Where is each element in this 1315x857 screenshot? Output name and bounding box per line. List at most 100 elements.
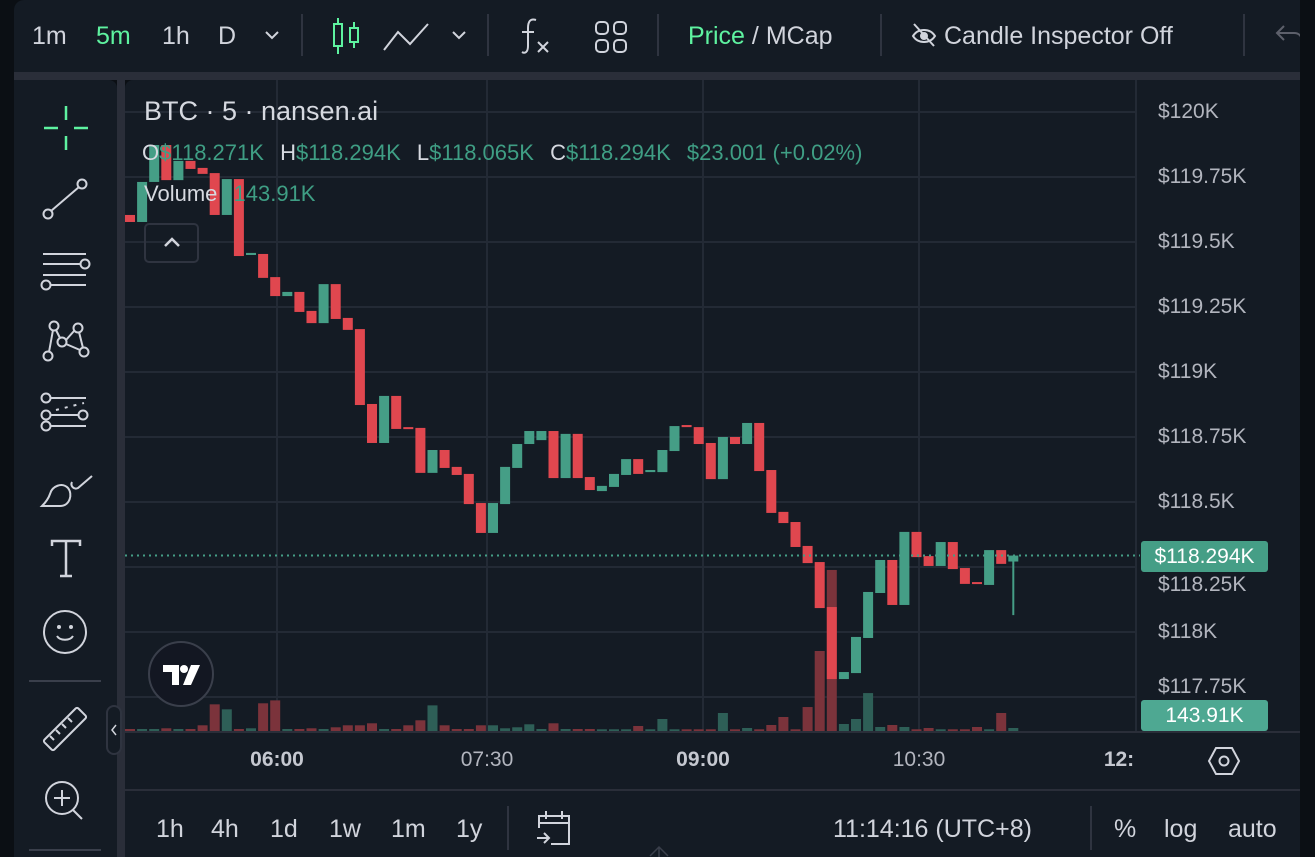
volume-bar xyxy=(778,717,789,731)
candle xyxy=(947,542,958,570)
candle xyxy=(935,542,946,566)
text-icon[interactable] xyxy=(48,538,84,580)
candle xyxy=(306,310,317,324)
candle xyxy=(984,550,995,585)
candle xyxy=(657,450,668,473)
fib-retracement-icon[interactable] xyxy=(38,390,92,440)
volume-bar xyxy=(233,729,244,731)
candle xyxy=(560,433,571,479)
time-axis-label: 07:30 xyxy=(460,748,514,771)
price-mcap-toggle[interactable]: Price / MCap xyxy=(688,18,833,54)
range-1w[interactable]: 1w xyxy=(329,815,361,843)
candle xyxy=(887,559,898,605)
candle xyxy=(742,422,753,445)
volume-bar xyxy=(863,693,874,731)
zoom-in-icon[interactable] xyxy=(42,778,88,824)
candle xyxy=(730,437,740,445)
volume-bar xyxy=(609,729,619,731)
tradingview-logo[interactable] xyxy=(148,641,214,707)
candle xyxy=(959,568,970,584)
volume-bar xyxy=(814,651,825,731)
volume-bar xyxy=(947,729,958,731)
time-axis-label: 09:00 xyxy=(676,748,730,771)
range-4h[interactable]: 4h xyxy=(211,815,239,843)
ruler-icon[interactable] xyxy=(38,704,92,756)
mcap-option[interactable]: MCap xyxy=(765,22,833,50)
price-axis-label: $118K xyxy=(1158,620,1218,643)
volume-bar xyxy=(173,729,184,731)
volume-bar xyxy=(415,720,426,731)
divider xyxy=(657,14,659,56)
interval-5m[interactable]: 5m xyxy=(96,22,131,50)
crosshair-icon[interactable] xyxy=(42,104,90,152)
toolbar-divider xyxy=(29,680,101,682)
volume-bar xyxy=(488,725,498,731)
time-axis-label: 06:00 xyxy=(250,748,304,771)
time-axis-label: 12: xyxy=(1103,748,1135,771)
interval-d[interactable]: D xyxy=(218,22,237,50)
candle xyxy=(488,503,498,533)
log-scale-toggle[interactable]: log xyxy=(1164,815,1198,843)
candles-icon[interactable] xyxy=(330,16,362,56)
interval-1h[interactable]: 1h xyxy=(162,22,190,50)
indicators-fx-icon[interactable] xyxy=(518,16,552,56)
volume-bar xyxy=(367,723,377,731)
volume-bar xyxy=(742,728,753,731)
candle xyxy=(693,427,704,445)
candle xyxy=(584,477,595,491)
divider xyxy=(507,806,509,850)
volume-bar xyxy=(318,729,329,731)
trend-line-icon[interactable] xyxy=(40,176,90,222)
calendar-goto-icon[interactable] xyxy=(535,808,573,848)
candle xyxy=(826,607,837,680)
volume-bar xyxy=(923,728,934,731)
volume-bar xyxy=(306,728,317,731)
ohlc-legend: O$118.271K H$118.294K L$118.065K C$118.2… xyxy=(142,140,872,166)
candle xyxy=(354,329,365,406)
clock: 11:14:16 (UTC+8) xyxy=(833,815,1032,843)
scroll-up-icon[interactable] xyxy=(648,845,670,857)
volume-bar xyxy=(221,709,232,731)
chevron-down-icon[interactable] xyxy=(451,28,467,42)
range-1m[interactable]: 1m xyxy=(391,815,426,843)
range-1h[interactable]: 1h xyxy=(156,815,184,843)
candle xyxy=(645,470,656,473)
divider xyxy=(1090,806,1092,850)
candle xyxy=(863,591,874,638)
toolbar-separator xyxy=(14,72,1315,80)
divider xyxy=(301,14,303,56)
open-value: $118.271K xyxy=(159,140,264,165)
price-option[interactable]: Price xyxy=(688,22,745,50)
volume-bar xyxy=(282,729,293,731)
percent-scale-toggle[interactable]: % xyxy=(1114,815,1137,843)
chevron-down-icon[interactable] xyxy=(264,28,280,42)
collapse-legend-button[interactable] xyxy=(144,223,199,263)
volume-bar xyxy=(439,725,450,731)
auto-scale-toggle[interactable]: auto xyxy=(1228,815,1277,843)
horizontal-lines-icon[interactable] xyxy=(38,248,92,294)
collapse-toolbar-handle[interactable] xyxy=(106,705,122,755)
volume-bar xyxy=(270,700,281,731)
range-1d[interactable]: 1d xyxy=(270,815,298,843)
emoji-icon[interactable] xyxy=(40,608,90,656)
candle xyxy=(802,545,813,564)
range-1y[interactable]: 1y xyxy=(456,815,483,843)
candle xyxy=(258,253,269,278)
volume-bar xyxy=(209,704,220,731)
candle-inspector-toggle[interactable]: Candle Inspector Off xyxy=(910,18,1173,54)
volume-bar xyxy=(705,729,716,731)
chart-settings-icon[interactable] xyxy=(1207,745,1241,777)
toolbar-divider xyxy=(29,849,101,851)
brush-icon[interactable] xyxy=(39,464,94,510)
candle xyxy=(851,636,861,674)
pattern-icon[interactable] xyxy=(40,318,92,370)
candle xyxy=(137,181,148,222)
candle xyxy=(294,291,305,312)
candle xyxy=(500,466,511,505)
line-chart-icon[interactable] xyxy=(382,20,430,52)
volume-bar xyxy=(512,727,523,731)
interval-1m[interactable]: 1m xyxy=(32,22,67,50)
layout-grid-icon[interactable] xyxy=(594,20,628,54)
price-axis-label: $119.5K xyxy=(1158,230,1235,253)
